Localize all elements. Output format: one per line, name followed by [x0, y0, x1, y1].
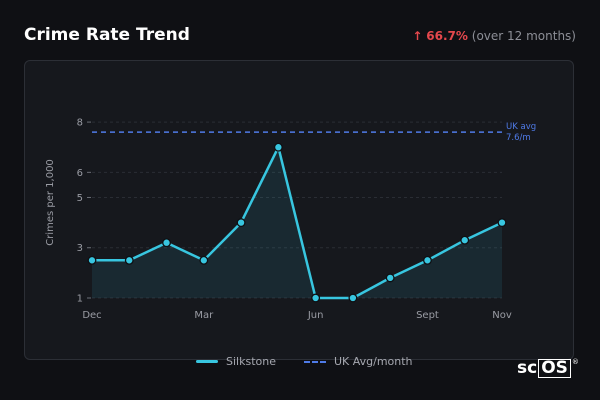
x-tick-label: Jun: [307, 310, 324, 321]
y-tick-label: 5: [77, 193, 83, 204]
crime-rate-chart: 1 3 5 6 8 Crimes per 1,000 Dec Mar Jun Sept Nov UK …: [45, 118, 536, 321]
x-tick-label: Sept: [416, 310, 439, 321]
silkstone-point: [423, 255, 432, 265]
silkstone-point: [162, 238, 171, 248]
y-tick-label: 6: [77, 168, 83, 179]
scos-logo: sc OS ®: [517, 357, 579, 378]
silkstone-point: [497, 218, 507, 228]
change-percent: 66.7%: [426, 29, 468, 43]
x-tick-label: Mar: [194, 310, 214, 321]
silkstone-point: [311, 293, 321, 303]
y-tick-label: 1: [77, 294, 83, 305]
legend-swatch-uk-avg: [303, 360, 326, 363]
silkstone-point: [385, 273, 395, 283]
silkstone-point: [236, 218, 246, 228]
x-tick-label: Dec: [82, 310, 101, 321]
legend-label-silkstone: Silkstone: [226, 355, 276, 368]
legend-label-uk-avg: UK Avg/month: [333, 355, 413, 368]
legend-swatch-silkstone: [196, 360, 218, 363]
silkstone-point: [348, 293, 358, 303]
silkstone-point: [87, 255, 97, 265]
legend-item-uk-avg[interactable]: UK Avg/month: [303, 355, 413, 368]
legend-item-silkstone[interactable]: Silkstone: [196, 355, 276, 368]
page-title: Crime Rate Trend: [24, 25, 190, 45]
change-period: (over 12 months): [471, 29, 576, 43]
trend-change-indicator: ↑ 66.7% (over 12 months): [412, 29, 576, 43]
y-tick-label: 8: [77, 118, 83, 129]
silkstone-area: [92, 147, 502, 298]
y-tick-label: 3: [77, 243, 83, 254]
up-arrow-icon: ↑: [412, 29, 423, 43]
silkstone-point: [460, 235, 470, 245]
uk-average-label: UK avg: [506, 122, 536, 132]
silkstone-point: [199, 255, 209, 265]
uk-average-value: 7.6/m: [506, 133, 531, 143]
silkstone-point: [124, 255, 134, 265]
silkstone-point: [273, 142, 283, 152]
chart-card: 1 3 5 6 8 Crimes per 1,000 Dec Mar Jun Sept Nov UK …: [24, 60, 574, 360]
silkstone-line: [92, 145, 503, 300]
chart-legend: Silkstone UK Avg/month: [196, 355, 413, 368]
x-tick-label: Nov: [492, 310, 512, 321]
y-axis-label: Crimes per 1,000: [45, 159, 56, 246]
